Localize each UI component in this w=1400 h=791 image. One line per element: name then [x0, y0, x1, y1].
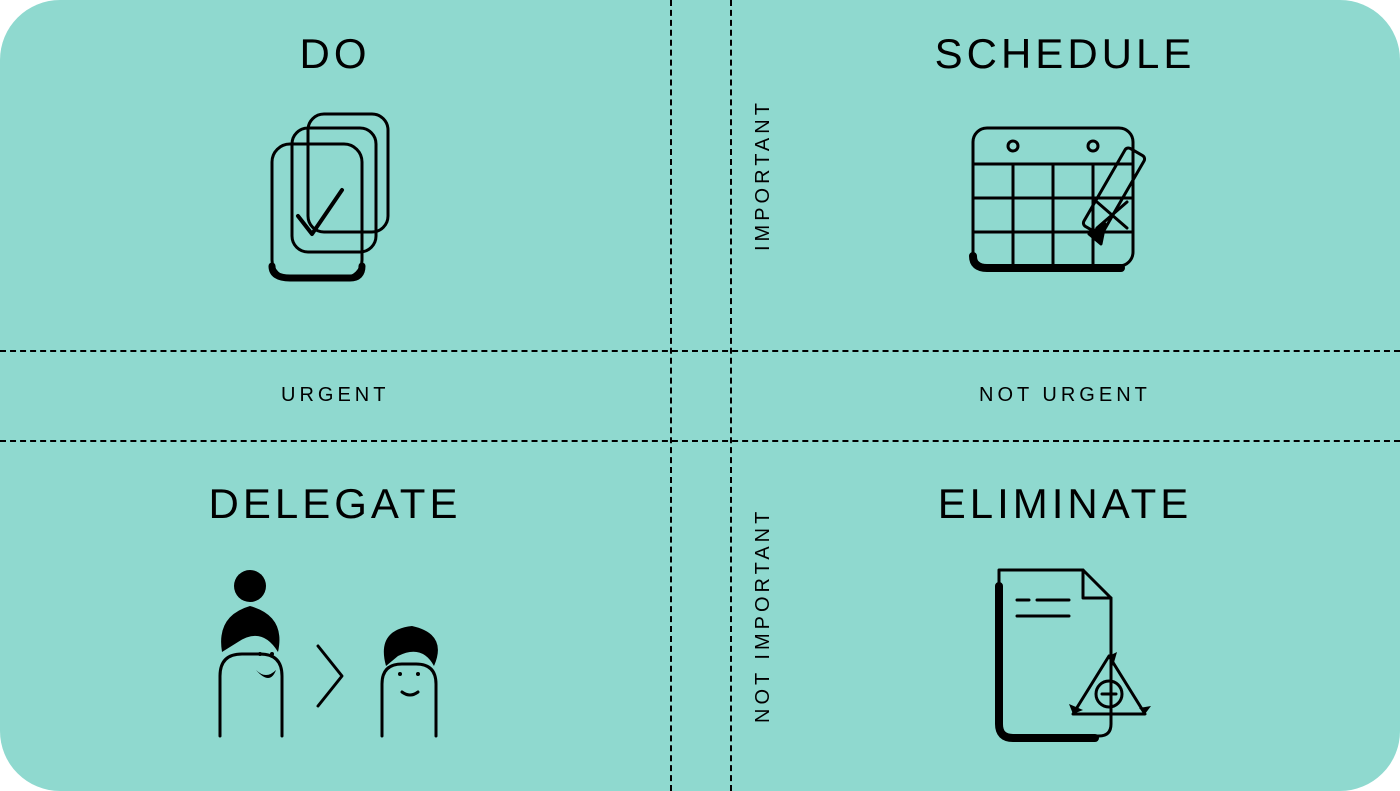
- quadrant-title: ELIMINATE: [730, 480, 1400, 528]
- quadrant-title: SCHEDULE: [730, 30, 1400, 78]
- checklist-cards-icon: [0, 106, 670, 306]
- quadrant-title: DO: [0, 30, 670, 78]
- quadrant-eliminate: ELIMINATE: [730, 440, 1400, 791]
- document-recycle-icon: [730, 556, 1400, 756]
- calendar-pencil-icon: [730, 106, 1400, 296]
- handoff-people-icon: [0, 556, 670, 746]
- divider-vertical-left: [670, 0, 672, 791]
- quadrant-delegate: DELEGATE: [0, 440, 670, 791]
- quadrant-title: DELEGATE: [0, 480, 670, 528]
- axis-label-not-urgent: NOT URGENT: [979, 384, 1151, 407]
- quadrant-schedule: SCHEDULE: [730, 0, 1400, 350]
- divider-horizontal-upper: [0, 350, 1400, 352]
- eisenhower-matrix: URGENT NOT URGENT IMPORTANT NOT IMPORTAN…: [0, 0, 1400, 791]
- axis-label-urgent: URGENT: [281, 384, 389, 407]
- quadrant-do: DO: [0, 0, 670, 350]
